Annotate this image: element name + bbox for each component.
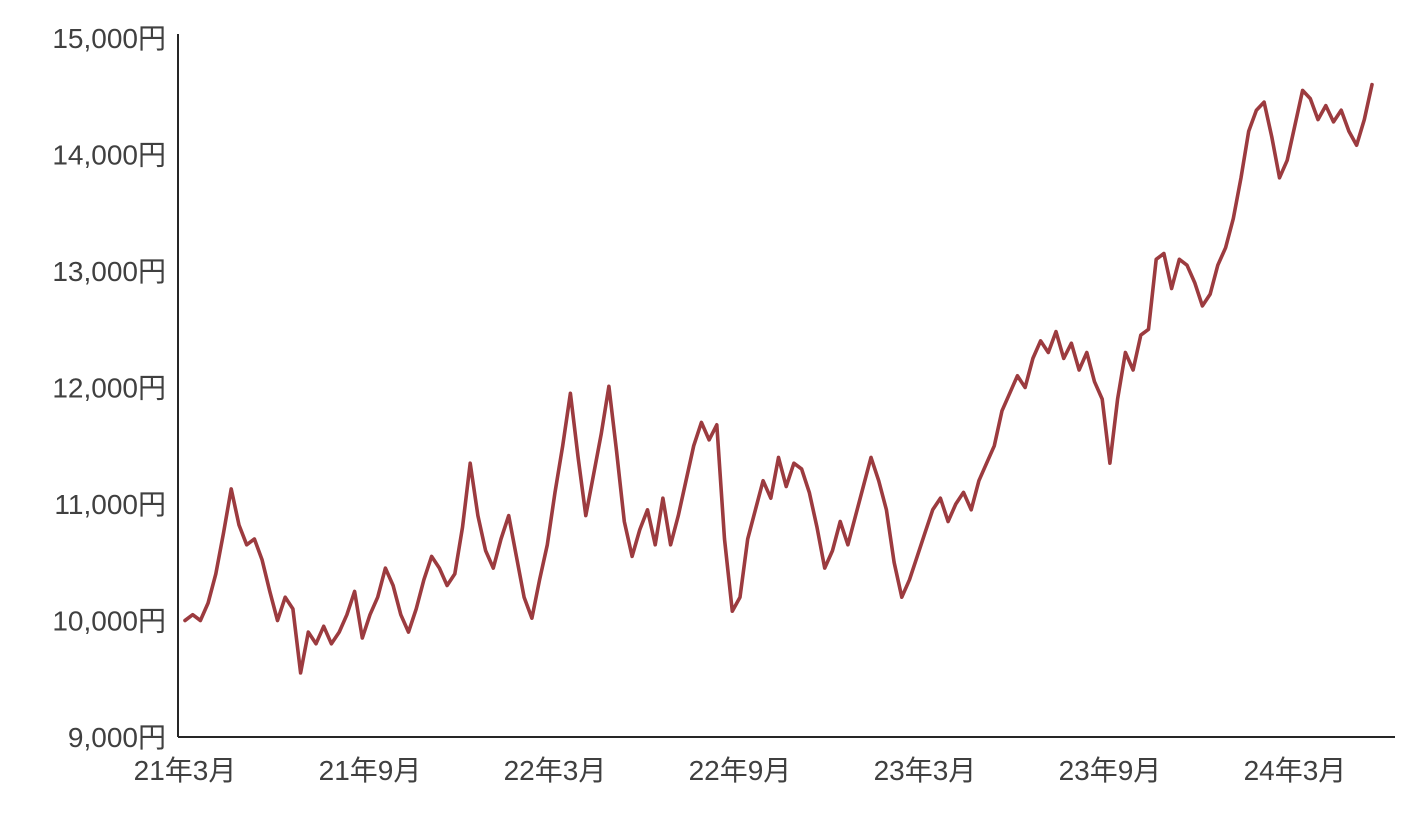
price-line-series [183, 82, 1374, 675]
y-axis-tick-label: 11,000円 [54, 489, 166, 520]
y-axis-tick-label: 12,000円 [52, 373, 166, 404]
y-axis-tick-label: 9,000円 [68, 722, 166, 753]
y-axis-tick-label: 13,000円 [52, 256, 166, 287]
y-axis-tick-label: 14,000円 [52, 140, 166, 171]
x-axis-tick-label: 23年9月 [1059, 755, 1162, 786]
x-axis-tick-label: 23年3月 [874, 755, 977, 786]
y-axis-tick-label: 15,000円 [52, 23, 166, 54]
x-axis-tick-label: 24年3月 [1244, 755, 1347, 786]
x-axis-tick-label: 22年3月 [504, 755, 607, 786]
y-axis-tick-label: 10,000円 [52, 606, 166, 637]
x-axis-tick-label: 21年9月 [319, 755, 422, 786]
x-axis-tick-label: 22年9月 [689, 755, 792, 786]
x-axis-tick-label: 21年3月 [134, 755, 237, 786]
